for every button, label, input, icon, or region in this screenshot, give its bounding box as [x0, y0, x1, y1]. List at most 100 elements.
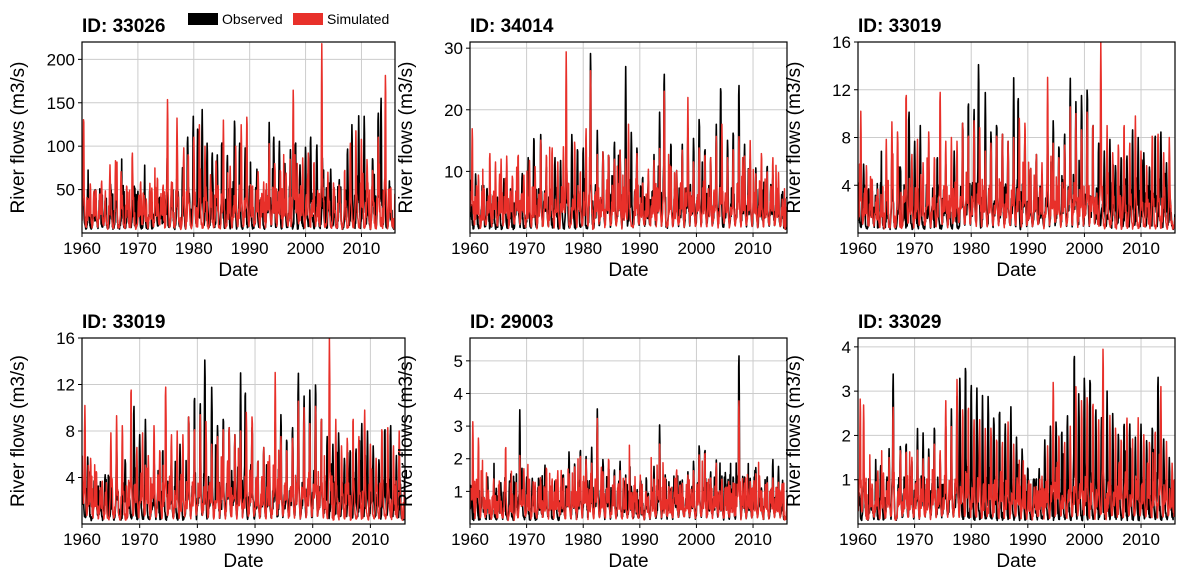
- x-tick-label: 1960: [839, 530, 877, 549]
- legend-swatch: [188, 13, 218, 25]
- plot-area: [858, 42, 1175, 231]
- y-tick-label: 10: [444, 162, 463, 181]
- plot-frame: [469, 41, 788, 234]
- x-tick-label: 2000: [1066, 530, 1104, 549]
- y-tick-label: 1: [454, 482, 463, 501]
- x-tick-label: 1970: [896, 530, 934, 549]
- legend-swatch: [293, 13, 323, 25]
- y-axis-label: River flows (m3/s): [784, 61, 805, 213]
- panel-title: ID: 33019: [82, 312, 165, 333]
- x-axis-label: Date: [996, 260, 1036, 281]
- x-tick-label: 1990: [1009, 239, 1047, 258]
- plot-area: [470, 355, 787, 522]
- y-tick-label: 4: [842, 338, 851, 357]
- chart-panel: 10 20 30 1960 1970 1980 1990 2000 2010 ID: 34014 D…: [396, 16, 788, 281]
- x-tick-label: 2010: [1122, 239, 1160, 258]
- x-tick-label: 1960: [839, 239, 877, 258]
- legend: Observed Simulated: [188, 11, 389, 27]
- y-tick-label: 1: [842, 471, 851, 490]
- x-tick-label: 1980: [178, 530, 216, 549]
- x-tick-label: 2010: [734, 239, 772, 258]
- chart-panel: 1 2 3 4 5 1960 1970 1980 1990 2000 2010 ID: 29003 Da…: [396, 312, 788, 572]
- y-axis-label: River flows (m3/s): [784, 355, 805, 507]
- x-tick-label: 1960: [63, 239, 101, 258]
- x-tick-label: 1980: [952, 239, 990, 258]
- x-tick-label: 1990: [621, 239, 659, 258]
- plot-frame: [81, 41, 396, 234]
- series-line-simulated: [470, 400, 787, 522]
- legend-label: Observed: [222, 11, 283, 27]
- y-tick-label: 12: [832, 81, 851, 100]
- x-tick-label: 1990: [621, 530, 659, 549]
- y-tick-label: 8: [842, 129, 851, 148]
- plot-frame: [857, 337, 1176, 525]
- x-tick-label: 1980: [175, 239, 213, 258]
- plot-area: [82, 338, 405, 522]
- x-tick-label: 1960: [63, 530, 101, 549]
- x-tick-label: 1970: [119, 239, 157, 258]
- y-tick-label: 20: [444, 101, 463, 120]
- y-tick-label: 4: [454, 384, 463, 403]
- panel-title: ID: 33019: [858, 16, 941, 37]
- chart-panel: 1 2 3 4 1960 1970 1980 1990 2000 2010 ID: 33029 Dat…: [784, 312, 1176, 572]
- chart-panel: 4 8 12 16 1960 1970 1980 1990 2000 2010 ID: 33019 D…: [784, 16, 1176, 281]
- x-tick-label: 1990: [231, 239, 269, 258]
- y-tick-label: 2: [454, 450, 463, 469]
- y-axis-label: River flows (m3/s): [8, 355, 29, 507]
- y-tick-label: 4: [842, 176, 851, 195]
- y-axis-label: River flows (m3/s): [396, 61, 417, 213]
- y-tick-label: 16: [832, 33, 851, 52]
- x-tick-label: 1980: [564, 239, 602, 258]
- x-tick-label: 1970: [121, 530, 159, 549]
- chart-panel: 4 8 12 16 1960 1970 1980 1990 2000 2010 ID: 33019 D…: [8, 312, 406, 572]
- y-tick-label: 50: [56, 181, 75, 200]
- legend-label: Simulated: [327, 11, 389, 27]
- y-tick-label: 5: [454, 352, 463, 371]
- y-tick-label: 30: [444, 39, 463, 58]
- y-tick-label: 12: [56, 376, 75, 395]
- x-tick-label: 1980: [952, 530, 990, 549]
- plot-frame: [469, 337, 788, 525]
- x-axis-label: Date: [608, 260, 648, 281]
- plot-area: [470, 51, 787, 231]
- series-line-simulated: [858, 348, 1175, 521]
- x-tick-label: 2000: [678, 530, 716, 549]
- chart-panel: 50 100 150 200 1960 1970 1980 1990 2000 2010 ID: 3…: [8, 16, 396, 281]
- y-tick-label: 150: [47, 94, 75, 113]
- series-line-simulated: [858, 42, 1175, 231]
- y-tick-label: 200: [47, 50, 75, 69]
- x-axis-label: Date: [996, 551, 1036, 572]
- x-axis-label: Date: [218, 260, 258, 281]
- x-tick-label: 2010: [734, 530, 772, 549]
- y-tick-label: 16: [56, 329, 75, 348]
- x-tick-label: 2010: [351, 530, 389, 549]
- x-tick-label: 2000: [1066, 239, 1104, 258]
- panel-title: ID: 33026: [82, 16, 165, 37]
- x-tick-label: 2000: [678, 239, 716, 258]
- y-tick-label: 3: [842, 382, 851, 401]
- y-axis-label: River flows (m3/s): [396, 355, 417, 507]
- x-tick-label: 1960: [451, 239, 489, 258]
- y-tick-label: 100: [47, 137, 75, 156]
- x-tick-label: 2000: [287, 239, 325, 258]
- x-tick-label: 1970: [896, 239, 934, 258]
- y-tick-label: 8: [66, 422, 75, 441]
- x-tick-label: 1990: [236, 530, 274, 549]
- plot-area: [858, 348, 1175, 522]
- y-tick-label: 4: [66, 469, 75, 488]
- plot-area: [82, 42, 395, 231]
- y-tick-label: 3: [454, 417, 463, 436]
- x-tick-label: 1990: [1009, 530, 1047, 549]
- x-axis-label: Date: [608, 551, 648, 572]
- x-tick-label: 2010: [343, 239, 381, 258]
- y-tick-label: 2: [842, 426, 851, 445]
- panel-title: ID: 29003: [470, 312, 553, 333]
- y-axis-label: River flows (m3/s): [8, 61, 29, 213]
- x-tick-label: 1980: [564, 530, 602, 549]
- panel-title: ID: 33029: [858, 312, 941, 333]
- x-tick-label: 1970: [508, 530, 546, 549]
- x-tick-label: 1960: [451, 530, 489, 549]
- x-tick-label: 2000: [294, 530, 332, 549]
- series-line-simulated: [82, 338, 405, 521]
